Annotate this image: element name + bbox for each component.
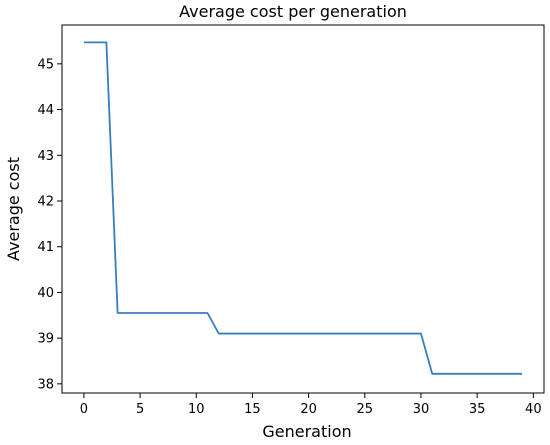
y-axis-ticks: 38 39 40 41 42 43 44 45 xyxy=(37,57,62,392)
series-group xyxy=(83,41,523,375)
y-tick-label: 43 xyxy=(37,149,54,164)
x-axis-ticks: 0 5 10 15 20 25 30 35 40 xyxy=(80,393,542,417)
y-tick-label: 41 xyxy=(37,240,54,255)
y-tick-label: 42 xyxy=(37,195,54,210)
y-tick-label: 44 xyxy=(37,103,54,118)
x-axis-label: Generation xyxy=(262,422,351,441)
y-tick-label: 39 xyxy=(37,332,54,347)
y-tick-label: 40 xyxy=(37,286,54,301)
plot-frame xyxy=(61,24,545,394)
x-tick-label: 30 xyxy=(413,402,430,417)
x-tick-label: 35 xyxy=(469,402,486,417)
x-tick-label: 25 xyxy=(357,402,374,417)
x-tick-label: 20 xyxy=(300,402,317,417)
x-tick-label: 5 xyxy=(136,402,144,417)
y-tick-label: 45 xyxy=(37,57,54,72)
y-axis-label: Average cost xyxy=(4,157,23,261)
chart-title: Average cost per generation xyxy=(179,2,407,21)
x-tick-label: 15 xyxy=(244,402,261,417)
x-tick-label: 40 xyxy=(525,402,542,417)
y-tick-label: 38 xyxy=(37,377,54,392)
x-tick-label: 0 xyxy=(80,402,88,417)
x-tick-label: 10 xyxy=(188,402,205,417)
series-line xyxy=(83,41,523,375)
